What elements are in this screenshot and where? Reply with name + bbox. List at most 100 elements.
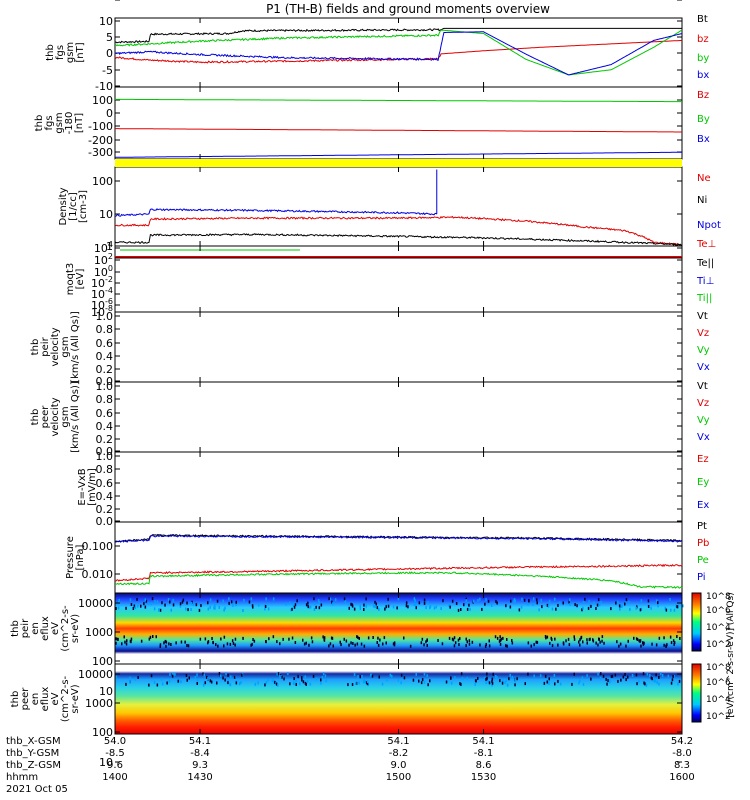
spectrogram-pixel	[149, 635, 152, 639]
spectrogram-pixel	[204, 637, 207, 641]
spectrogram-pixel	[392, 605, 395, 609]
spectrogram-pixel	[660, 672, 662, 676]
spectrogram-pixel	[276, 672, 278, 676]
spectrogram-pixel	[171, 674, 174, 678]
spectrogram-pixel	[147, 601, 150, 605]
spectrogram-pixel	[582, 640, 584, 644]
spectrogram-pixel	[187, 608, 189, 612]
ephem-x-value: 54.2	[671, 736, 693, 747]
spectrogram-pixel	[549, 641, 551, 645]
spectrogram-pixel	[348, 606, 350, 610]
y-tick-label: 1.0	[96, 310, 114, 323]
spectrogram-pixel	[539, 674, 542, 678]
spectrogram-pixel	[175, 641, 177, 645]
y-tick-exponent: -2	[105, 275, 113, 284]
spectrogram-pixel	[164, 639, 167, 643]
spectrogram-pixel	[582, 682, 585, 686]
spectrogram-pixel	[421, 637, 424, 641]
spectrogram-pixel	[344, 600, 347, 604]
y-axis-label: gsm	[60, 336, 71, 357]
spectrogram-pixel	[468, 603, 470, 607]
spectrogram-pixel	[267, 607, 270, 611]
spectrogram-pixel	[372, 604, 375, 608]
spectrogram-pixel	[185, 607, 187, 611]
spectrogram-pixel	[257, 681, 259, 685]
spectrogram-pixel	[374, 605, 376, 609]
spectrogram-pixel	[279, 642, 281, 646]
spectrogram-pixel	[586, 674, 588, 678]
y-tick-exponent: -4	[105, 286, 113, 295]
y-axis-label: eflux	[40, 616, 51, 641]
spectrogram-pixel	[250, 643, 252, 647]
spectrogram-pixel	[460, 682, 462, 686]
spectrogram-pixel	[592, 639, 595, 643]
y-axis-label: [eV]	[75, 269, 86, 290]
spectrogram-pixel	[511, 639, 513, 642]
spectrogram-pixel	[423, 598, 426, 602]
spectrogram-pixel	[453, 644, 456, 648]
spectrogram-pixel	[345, 639, 348, 643]
ephem-x-value: 54.0	[104, 736, 126, 747]
spectrogram-pixel	[420, 681, 423, 685]
y-tick-label: 0.6	[96, 337, 114, 350]
spectrogram-pixel	[650, 606, 652, 610]
spectrogram-pixel	[129, 639, 132, 643]
series-line-By	[115, 98, 682, 103]
spectrogram-pixel	[172, 672, 174, 676]
spectrogram-pixel	[174, 672, 176, 676]
y-axis-label: Pressure	[65, 536, 76, 579]
spectrogram-pixel	[322, 635, 324, 639]
y-tick-label: -200	[88, 134, 113, 147]
spectrogram-pixel	[582, 601, 585, 604]
spectrogram-pixel	[169, 673, 171, 676]
legend-entry: Npot	[697, 220, 721, 231]
colorbar-tick: 10^8	[706, 663, 731, 673]
spectrogram-pixel	[289, 682, 291, 686]
spectrogram-pixel	[254, 682, 257, 686]
spectrogram-pixel	[461, 677, 464, 681]
spectrogram-pixel	[485, 681, 487, 685]
spectrogram-pixel	[172, 673, 175, 677]
spectrogram-pixel	[355, 681, 358, 685]
spectrogram-pixel	[366, 680, 369, 684]
spectrogram-pixel	[304, 675, 306, 679]
spectrogram-pixel	[669, 635, 672, 639]
spectrogram-pixel	[383, 636, 386, 640]
y-axis-label: gsm	[54, 112, 65, 133]
spectrogram-pixel	[536, 601, 538, 605]
spectrogram-pixel	[619, 607, 621, 611]
spectrogram-pixel	[597, 598, 600, 602]
spectrogram-pixel	[126, 639, 128, 643]
y-axis-label: fgs	[55, 45, 66, 60]
spectrogram-pixel	[505, 644, 507, 648]
spectrogram-pixel	[306, 680, 309, 684]
spectrogram-pixel	[647, 599, 650, 603]
spectrogram-pixel	[445, 680, 448, 684]
spectrogram-pixel	[248, 600, 251, 604]
ephem-x-value: 54.1	[472, 736, 494, 747]
spectrogram-pixel	[555, 607, 557, 611]
spectrogram-pixel	[216, 599, 219, 603]
spectrogram-pixel	[367, 636, 370, 640]
spectrogram-pixel	[317, 599, 320, 602]
spectrogram-pixel	[320, 678, 322, 682]
spectrogram-pixel	[272, 597, 275, 601]
spectrogram-pixel	[547, 604, 550, 608]
spectrogram-pixel	[426, 674, 428, 678]
spectrogram-pixel	[601, 639, 603, 643]
spectrogram-pixel	[140, 639, 143, 643]
spectrogram-pixel	[229, 642, 232, 646]
spectrogram-pixel	[471, 640, 474, 644]
spectrogram-pixel	[365, 681, 368, 685]
spectrogram-pixel	[293, 677, 295, 681]
spectrogram-pixel	[624, 673, 626, 676]
spectrogram-pixel	[469, 607, 471, 611]
spectrogram-pixel	[209, 598, 212, 602]
spectrogram-pixel	[387, 597, 389, 601]
legend-entry: Pt	[697, 521, 707, 532]
legend-entry: Te⊥	[696, 239, 716, 250]
spectrogram-pixel	[625, 644, 627, 648]
spectrogram-pixel	[409, 644, 412, 648]
spectrogram-pixel	[487, 680, 490, 684]
spectrogram-pixel	[588, 599, 590, 603]
